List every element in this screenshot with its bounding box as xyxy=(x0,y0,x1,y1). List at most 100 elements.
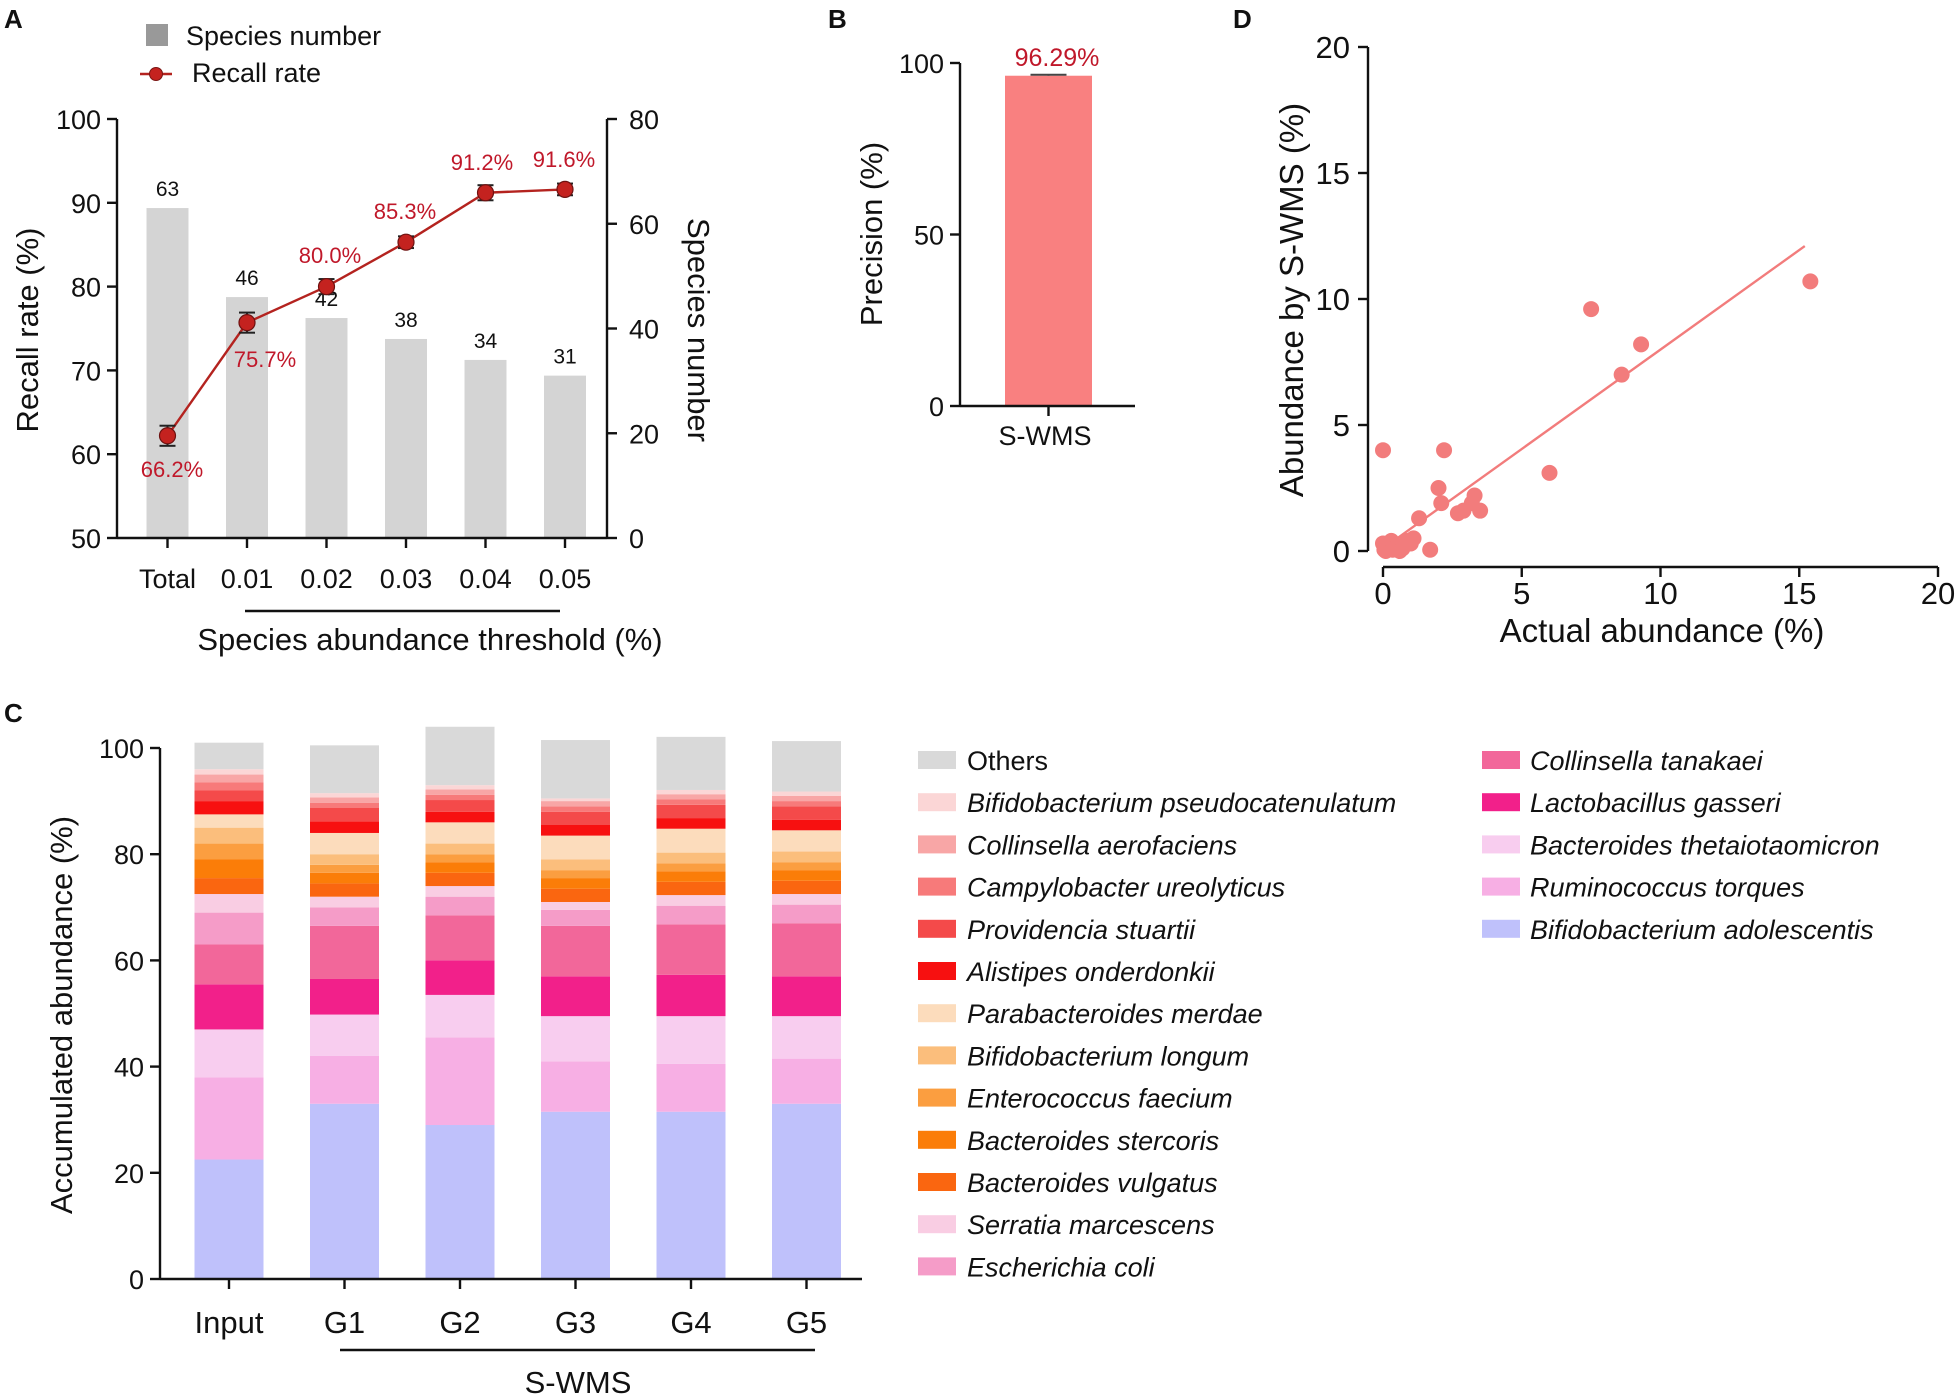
stack-segment xyxy=(194,859,264,879)
stack-segment xyxy=(425,854,495,863)
stack-segment xyxy=(656,1016,726,1064)
stack-segment xyxy=(772,976,841,1017)
scatter-point xyxy=(1472,502,1489,519)
recall-point xyxy=(238,314,256,332)
stack-segment xyxy=(541,806,610,812)
legend-swatch xyxy=(918,1215,956,1234)
stack-segment xyxy=(425,862,495,873)
y-right-tick-label: 40 xyxy=(629,315,659,345)
legend-label: Providencia stuartii xyxy=(967,915,1196,945)
stack-segment xyxy=(656,895,726,906)
y-right-axis-title: Species number xyxy=(681,218,716,442)
legend-swatch xyxy=(918,1130,956,1149)
legend-label: Bacteroides stercoris xyxy=(967,1126,1219,1156)
recall-point xyxy=(476,184,495,202)
y-tick-label: 20 xyxy=(114,1159,144,1189)
stack-segment xyxy=(772,923,841,977)
x-tick-label: 0.01 xyxy=(221,564,274,594)
species-bar xyxy=(305,318,348,538)
panel-b-precision-chart: 96.29% 0 50 100 S-WMS Precision (%) xyxy=(854,44,1135,451)
stack-segment xyxy=(194,782,264,791)
stack-segment xyxy=(425,794,495,801)
stack-segment xyxy=(310,1055,379,1104)
stack-segment xyxy=(310,896,379,908)
legend-label: Bifidobacterium adolescentis xyxy=(1530,915,1874,945)
stack-segment xyxy=(310,907,379,926)
stack-segment xyxy=(656,905,726,925)
x-axis-title: Species abundance threshold (%) xyxy=(197,622,662,657)
stack-segment xyxy=(541,1061,610,1112)
stack-segment xyxy=(772,801,841,807)
species-bar xyxy=(385,338,427,538)
species-count-label: 38 xyxy=(394,309,417,332)
legend-label: Collinsella tanakaei xyxy=(1530,746,1764,776)
stack-segment xyxy=(194,894,264,913)
stack-segment xyxy=(772,830,841,852)
legend-swatch xyxy=(1482,793,1520,812)
stack-segment xyxy=(656,881,726,896)
stack-segment xyxy=(656,804,726,819)
species-count-label: 63 xyxy=(156,178,179,201)
stack-segment xyxy=(194,912,264,945)
stack-segment xyxy=(310,1014,379,1056)
legend-label: Serratia marcescens xyxy=(967,1210,1215,1240)
legend-swatch xyxy=(1482,919,1520,938)
stack-segment xyxy=(425,822,495,844)
stack-segment xyxy=(425,994,495,1038)
y-right-tick-label: 80 xyxy=(629,105,659,135)
x-tick-label: 10 xyxy=(1643,576,1677,611)
stack-segment xyxy=(541,824,610,836)
x-tick-label: G4 xyxy=(670,1305,711,1340)
scatter-point xyxy=(1411,510,1428,527)
stack-segment xyxy=(656,799,726,805)
species-count-label: 31 xyxy=(553,346,576,369)
stack-segment xyxy=(194,827,264,844)
stack-segment xyxy=(310,793,379,798)
scatter-point xyxy=(1583,301,1600,318)
stack-segment xyxy=(194,814,264,828)
stack-segment xyxy=(310,802,379,809)
recall-rate-label: 85.3% xyxy=(374,199,436,224)
legend-swatch xyxy=(918,793,956,812)
species-bar xyxy=(544,375,586,538)
y-tick-label: 10 xyxy=(1316,282,1350,317)
stack-segment xyxy=(656,736,726,790)
panel-letter-b: B xyxy=(828,4,847,34)
y-tick-label: 90 xyxy=(71,189,101,219)
x-tick-label: G5 xyxy=(786,1305,827,1340)
stack-segment xyxy=(194,1077,264,1160)
x-tick-label: Total xyxy=(139,564,196,594)
legend-label: Parabacteroides merdae xyxy=(967,999,1263,1029)
legend-swatch xyxy=(918,1046,956,1065)
scatter-point xyxy=(1375,442,1391,459)
stack-segment xyxy=(541,740,610,799)
species-bar xyxy=(226,297,268,538)
legend-swatch xyxy=(918,751,956,769)
scatter-point xyxy=(1405,530,1422,547)
stack-segment xyxy=(656,924,726,975)
y-axis-title: Abundance by S-WMS (%) xyxy=(1273,103,1310,497)
stack-segment xyxy=(194,1159,264,1279)
stack-segment xyxy=(310,978,379,1015)
stack-segment xyxy=(772,1058,841,1104)
stack-segment xyxy=(772,851,841,863)
legend-bar-label: Species number xyxy=(186,21,381,51)
legend-label: Escherichia coli xyxy=(967,1252,1156,1282)
y-tick-label: 80 xyxy=(71,273,101,303)
x-tick-label: S-WMS xyxy=(999,421,1092,451)
stack-segment xyxy=(194,984,264,1030)
stack-segment xyxy=(772,1103,841,1279)
stack-segment xyxy=(772,894,841,905)
stack-segment xyxy=(194,801,264,815)
stack-segment xyxy=(656,1111,726,1279)
stack-segment xyxy=(541,1111,610,1279)
stack-segment xyxy=(310,883,379,897)
y-tick-label: 100 xyxy=(899,49,944,79)
y-tick-label: 50 xyxy=(71,524,101,554)
stack-segment xyxy=(541,888,610,902)
stack-segment xyxy=(194,769,264,775)
stack-segment xyxy=(425,915,495,961)
scatter-point xyxy=(1633,336,1650,353)
legend-swatch xyxy=(1482,751,1520,769)
